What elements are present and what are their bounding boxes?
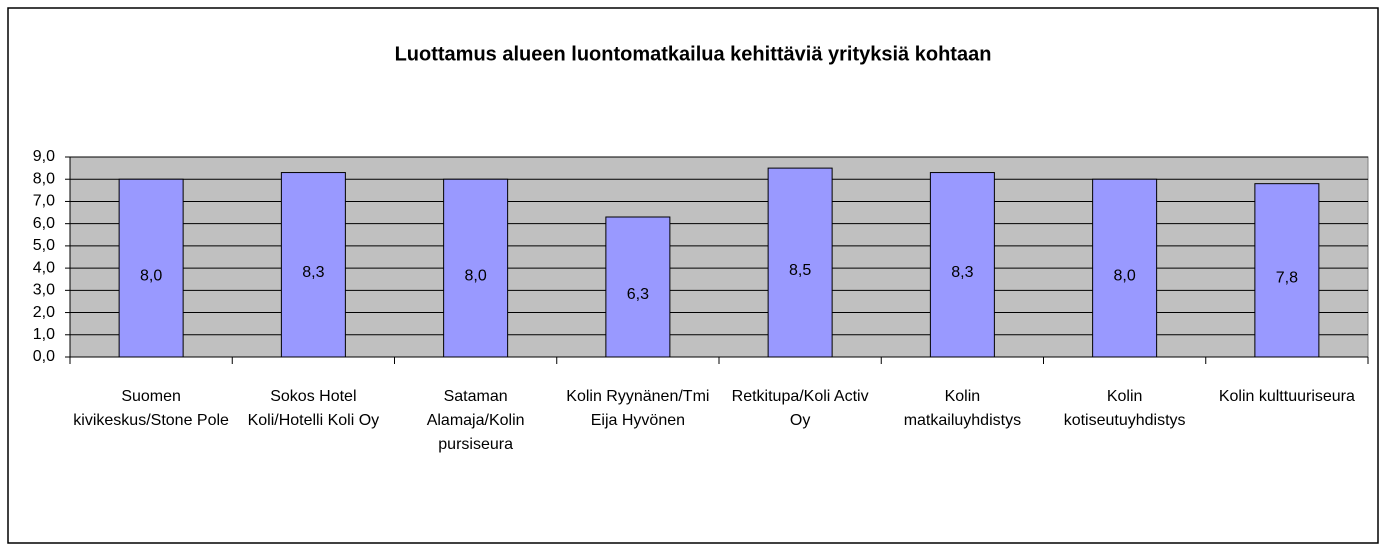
x-tick-label: Suomen kivikeskus/Stone Pole: [73, 388, 229, 429]
bar: [1092, 178, 1158, 358]
y-tick-label: 9,0: [33, 148, 55, 165]
y-tick-label: 2,0: [33, 304, 55, 321]
x-tick-label: Kolin Ryynänen/Tmi Eija Hyvönen: [566, 388, 710, 429]
x-tick-label: Kolin kulttuuriseura: [1218, 388, 1355, 405]
data-label: 7,8: [1276, 270, 1298, 287]
bar: [767, 167, 833, 358]
bar: [118, 178, 184, 358]
x-tick-label: Sokos Hotel Koli/Hotelli Koli Oy: [247, 388, 380, 429]
data-label: 8,3: [302, 264, 324, 281]
data-label: 8,5: [789, 262, 811, 279]
data-label: 8,0: [465, 267, 487, 284]
plot-area: [69, 156, 1369, 358]
bar: [929, 172, 995, 358]
x-tick-label: Retkitupa/Koli Activ Oy: [731, 388, 869, 429]
data-label: 8,0: [140, 267, 162, 284]
y-tick-label: 6,0: [33, 215, 55, 232]
y-tick-label: 5,0: [33, 237, 55, 254]
y-tick-label: 4,0: [33, 259, 55, 276]
x-tick-label: Kolin matkailuyhdistys: [903, 388, 1022, 429]
y-tick-label: 0,0: [33, 348, 55, 365]
y-tick-label: 1,0: [33, 326, 55, 343]
bar: [280, 172, 346, 358]
y-tick-label: 3,0: [33, 282, 55, 299]
chart-title: Luottamus alueen luontomatkailua kehittä…: [395, 43, 992, 65]
bar: [443, 178, 509, 358]
y-tick-label: 7,0: [33, 193, 55, 210]
x-tick-label: Sataman Alamaja/Kolin pursiseura: [426, 388, 525, 453]
x-tick-label: Kolin kotiseutuyhdistys: [1063, 388, 1186, 429]
data-label: 8,0: [1114, 267, 1136, 284]
bar: [1254, 183, 1320, 358]
bar: [605, 216, 671, 358]
y-tick-label: 8,0: [33, 170, 55, 187]
data-label: 8,3: [951, 264, 973, 281]
data-label: 6,3: [627, 286, 649, 303]
